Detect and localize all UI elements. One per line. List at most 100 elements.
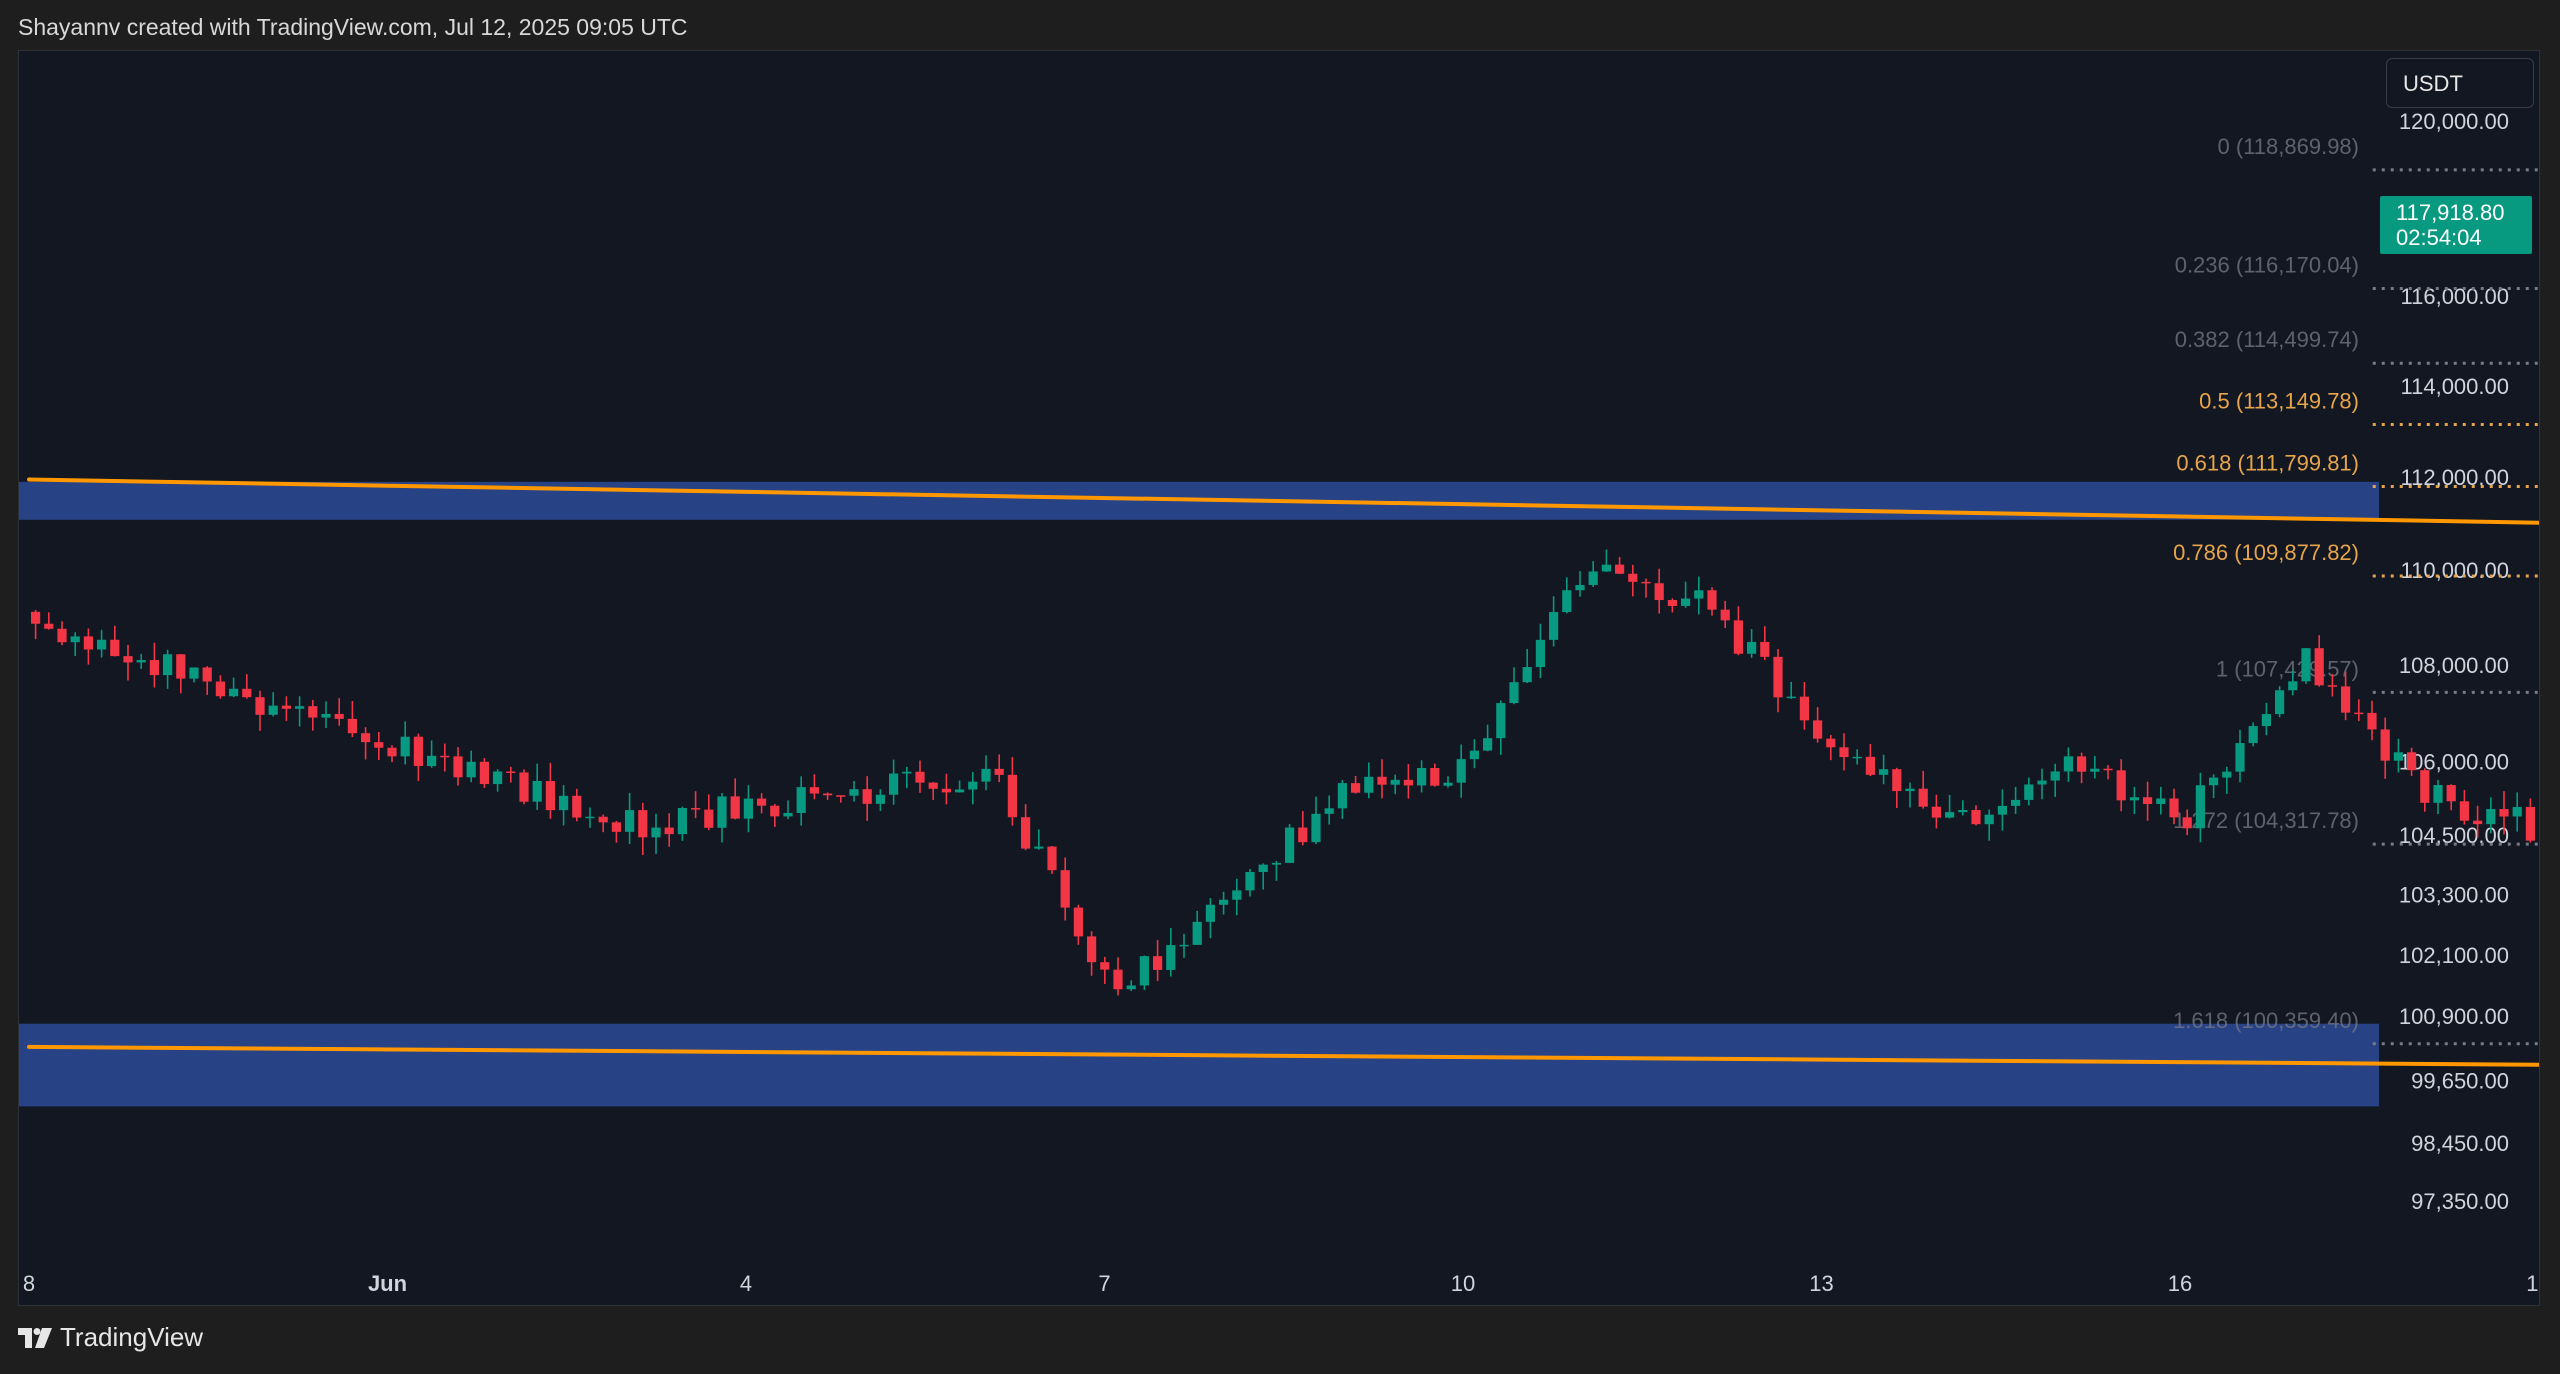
candle-body xyxy=(1681,598,1691,607)
candle-body xyxy=(1892,769,1902,792)
candle-body xyxy=(70,636,80,643)
candle-body xyxy=(1443,782,1453,786)
candle-body xyxy=(1615,564,1625,574)
candle-body xyxy=(334,713,344,719)
candle-body xyxy=(1707,590,1717,610)
candle-body xyxy=(1535,639,1545,668)
candle-body xyxy=(295,706,305,709)
chart-attribution: Shayannv created with TradingView.com, J… xyxy=(18,14,688,40)
candle-body xyxy=(1575,584,1585,591)
tradingview-wordmark: TradingView xyxy=(60,1322,204,1352)
chart-panel[interactable]: 8Jun4710131619222528Jul47101316192225120… xyxy=(18,50,2540,1306)
x-tick-label: 7 xyxy=(1098,1271,1110,1296)
candle-body xyxy=(321,713,331,718)
candle-body xyxy=(2446,785,2456,802)
lower-trendline xyxy=(27,1044,2539,1067)
candle-body xyxy=(2248,726,2258,744)
last-price-value: 117,918.80 xyxy=(2396,200,2505,225)
candle-body xyxy=(717,796,727,828)
candle-body xyxy=(413,736,423,767)
tradingview-logo[interactable]: TradingView xyxy=(18,1322,203,1353)
candle-body xyxy=(1047,846,1057,871)
fib-level-label: 1 (107,429.57) xyxy=(2216,656,2359,681)
x-tick-label: Jun xyxy=(368,1271,407,1296)
candle-body xyxy=(2512,806,2522,817)
x-tick-label: 16 xyxy=(2168,1271,2192,1296)
candle-body xyxy=(1271,862,1281,865)
fib-level-label: 0.618 (111,799.81) xyxy=(2176,450,2359,475)
price-chart[interactable]: 8Jun4710131619222528Jul47101316192225120… xyxy=(19,51,2539,1305)
candle-body xyxy=(2063,756,2073,772)
candle-body xyxy=(1007,774,1017,818)
candle-body xyxy=(611,822,621,832)
candle-body xyxy=(2354,712,2364,715)
candle-body xyxy=(1931,806,1941,818)
candle-body xyxy=(704,809,714,828)
candle-body xyxy=(1258,864,1268,873)
candle-body xyxy=(836,795,846,797)
candle-body xyxy=(545,780,555,811)
candle-body xyxy=(2050,771,2060,781)
candle-body xyxy=(889,773,899,795)
candle-body xyxy=(915,771,925,783)
candle-body xyxy=(981,768,991,782)
candle-body xyxy=(1166,945,1176,970)
y-tick-label: 120,000.00 xyxy=(2399,109,2509,134)
candle-body xyxy=(281,705,291,709)
candle-body xyxy=(163,654,173,676)
candle-body xyxy=(149,660,159,676)
candle-body xyxy=(2486,809,2496,825)
candle-body xyxy=(2077,756,2087,772)
candle-body xyxy=(783,812,793,817)
candle-body xyxy=(1720,609,1730,621)
candle-body xyxy=(229,688,239,697)
candle-body xyxy=(255,697,265,715)
candle-body xyxy=(1865,756,1875,775)
candle-body xyxy=(493,771,503,785)
candle-body xyxy=(2420,770,2430,803)
candle-body xyxy=(453,756,463,778)
candle-body xyxy=(1549,612,1559,640)
candle-body xyxy=(242,688,252,698)
candle-body xyxy=(1100,962,1110,970)
candle-body xyxy=(1417,768,1427,786)
candle-body xyxy=(308,706,318,718)
currency-selector[interactable]: USDT xyxy=(2386,58,2534,108)
candle-body xyxy=(202,667,212,682)
y-tick-label: 98,450.00 xyxy=(2411,1131,2509,1156)
candle-body xyxy=(1799,696,1809,721)
candle-body xyxy=(2314,648,2324,686)
candle-body xyxy=(1311,813,1321,843)
candle-body xyxy=(1905,788,1915,792)
candle-body xyxy=(2327,685,2337,687)
candle-body xyxy=(941,788,951,793)
candle-body xyxy=(1390,779,1400,785)
candle-body xyxy=(1918,788,1928,807)
candle-body xyxy=(968,781,978,790)
fib-level-label: 0.382 (114,499.74) xyxy=(2175,327,2359,352)
candle-body xyxy=(862,789,872,804)
candle-body xyxy=(466,761,476,778)
candle-body xyxy=(1113,969,1123,990)
candle-body xyxy=(598,816,608,823)
candle-body xyxy=(2433,785,2443,803)
x-tick-label: 8 xyxy=(23,1271,35,1296)
candle-body xyxy=(2195,785,2205,829)
candle-body xyxy=(1219,899,1229,905)
candle-body xyxy=(2182,817,2192,829)
candle-body xyxy=(2129,797,2139,801)
candle-body xyxy=(757,798,767,806)
candle-body xyxy=(1509,682,1519,704)
candle-body xyxy=(2407,752,2417,771)
candle-body xyxy=(44,623,54,629)
candle-body xyxy=(1364,776,1374,793)
candle-body xyxy=(427,755,437,767)
x-tick-label: 13 xyxy=(1809,1271,1833,1296)
fib-level-label: 0.5 (113,149.78) xyxy=(2199,388,2359,413)
candle-body xyxy=(1205,904,1215,922)
candle-body xyxy=(519,772,529,802)
candle-body xyxy=(215,681,225,697)
candle-body xyxy=(1786,696,1796,699)
candle-body xyxy=(1747,641,1757,654)
y-tick-label: 102,100.00 xyxy=(2399,943,2509,968)
